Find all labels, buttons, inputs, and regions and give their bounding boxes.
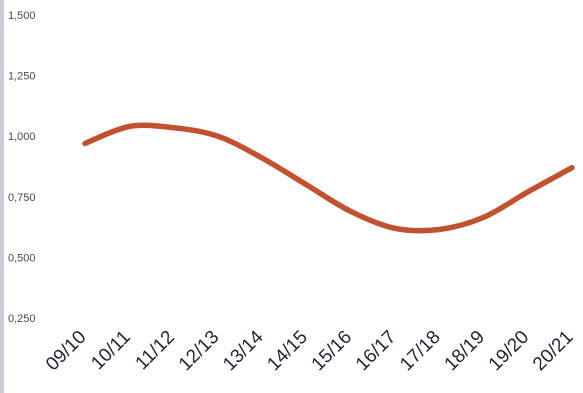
- y-tick-label: 0,500: [8, 252, 36, 264]
- x-tick-label: 18/19: [441, 327, 489, 375]
- y-axis-ticks: 1,500 1,250 1,000 0,750 0,500 0,250: [8, 10, 36, 325]
- x-tick-label: 19/20: [485, 327, 533, 375]
- x-tick-label: 17/18: [396, 327, 444, 375]
- x-tick-label: 10/11: [87, 327, 134, 374]
- y-tick-label: 0,250: [8, 313, 36, 325]
- x-tick-label: 13/14: [219, 326, 268, 375]
- x-tick-label: 09/10: [42, 327, 90, 375]
- y-tick-label: 0,750: [8, 192, 36, 204]
- x-tick-label: 12/13: [175, 327, 223, 375]
- series-line: [82, 122, 575, 234]
- y-tick-label: 1,250: [8, 71, 36, 83]
- y-tick-label: 1,000: [8, 131, 36, 143]
- x-tick-label: 20/21: [529, 327, 577, 375]
- left-edge-strip: [0, 0, 4, 393]
- x-tick-label: 14/15: [263, 327, 311, 375]
- x-axis-ticks: 09/1010/1111/1212/1313/1414/1515/1616/17…: [42, 326, 577, 375]
- x-tick-label: 15/16: [308, 327, 356, 375]
- y-tick-label: 1,500: [8, 10, 36, 22]
- x-tick-label: 16/17: [352, 327, 400, 375]
- x-tick-label: 11/12: [132, 327, 179, 374]
